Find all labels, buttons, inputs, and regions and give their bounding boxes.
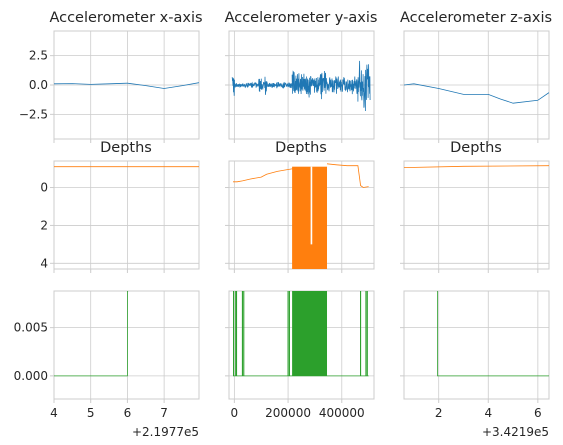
- panel-ax_y: [225, 30, 375, 143]
- series-noise: [231, 60, 371, 112]
- x-tick-label: 200000: [265, 406, 311, 420]
- x-tick-label: 2: [435, 406, 443, 420]
- y-tick-label: 0.005: [14, 321, 48, 335]
- series-group: [231, 60, 371, 112]
- x-tick-label: 4: [484, 406, 492, 420]
- series-gap: [310, 166, 313, 245]
- panel-ax_x: 2.5 0.0 −2.5: [19, 30, 200, 143]
- panel-tr_mid: 0 200000 400000: [225, 290, 375, 420]
- x-tick-label: 0: [231, 406, 239, 420]
- series-group: [233, 291, 369, 377]
- x-tick-label: 6: [124, 406, 132, 420]
- title-depth-left: Depths: [100, 140, 152, 156]
- x-tick-label: 6: [534, 406, 542, 420]
- series-group: [404, 83, 549, 104]
- offset-label-left: +2.1977e5: [132, 425, 199, 439]
- panel-dp_mid: [225, 160, 375, 273]
- series-group: [54, 291, 129, 377]
- y-tick-label: 0: [40, 181, 48, 195]
- title-depth-right: Depths: [450, 140, 502, 156]
- panel-ax_z: [400, 30, 550, 143]
- title-accel-y: Accelerometer y-axis: [225, 10, 378, 26]
- x-tick-label: 5: [87, 406, 95, 420]
- title-accel-x: Accelerometer x-axis: [49, 10, 202, 26]
- plot-area: [53, 160, 200, 270]
- panel-tr_right: 2 4 6: [400, 290, 550, 420]
- panel-dp_right: [400, 160, 550, 273]
- series-fill: [292, 291, 328, 376]
- plot-area: [403, 290, 550, 400]
- x-tick-label: 7: [160, 406, 168, 420]
- y-tick-label: 0.000: [14, 369, 48, 383]
- series-line: [437, 291, 549, 377]
- plot-area: [53, 290, 200, 400]
- y-tick-label: 4: [40, 256, 48, 270]
- series-group: [54, 82, 199, 89]
- offset-label-right: +3.4219e5: [482, 425, 549, 439]
- panel-tr_left: 4 5 6 7 0.005 0.000: [14, 290, 200, 420]
- panel-dp_left: 0 2 4: [40, 160, 200, 273]
- title-accel-z: Accelerometer z-axis: [400, 10, 552, 26]
- series-line: [326, 163, 369, 188]
- y-tick-label: −2.5: [19, 107, 48, 121]
- plot-area: [403, 160, 550, 270]
- y-tick-label: 2: [40, 218, 48, 232]
- y-tick-label: 0.0: [29, 78, 48, 92]
- series-group: [233, 163, 369, 269]
- series-line: [404, 83, 549, 104]
- x-tick-label: 400000: [319, 406, 365, 420]
- series-line: [54, 291, 129, 377]
- y-tick-label: 2.5: [29, 49, 48, 63]
- series-fill: [292, 166, 328, 269]
- series-group: [404, 165, 549, 168]
- series-line: [233, 168, 294, 183]
- panels: 2.5 0.0 −2.5 0 2 4 4 5 6 7 0.005 0.000 0 200000 400000…: [14, 30, 550, 420]
- series-group: [437, 291, 549, 377]
- x-tick-label: 4: [50, 406, 58, 420]
- title-depth-mid: Depths: [275, 140, 327, 156]
- series-line: [54, 82, 199, 89]
- series-line: [404, 165, 549, 168]
